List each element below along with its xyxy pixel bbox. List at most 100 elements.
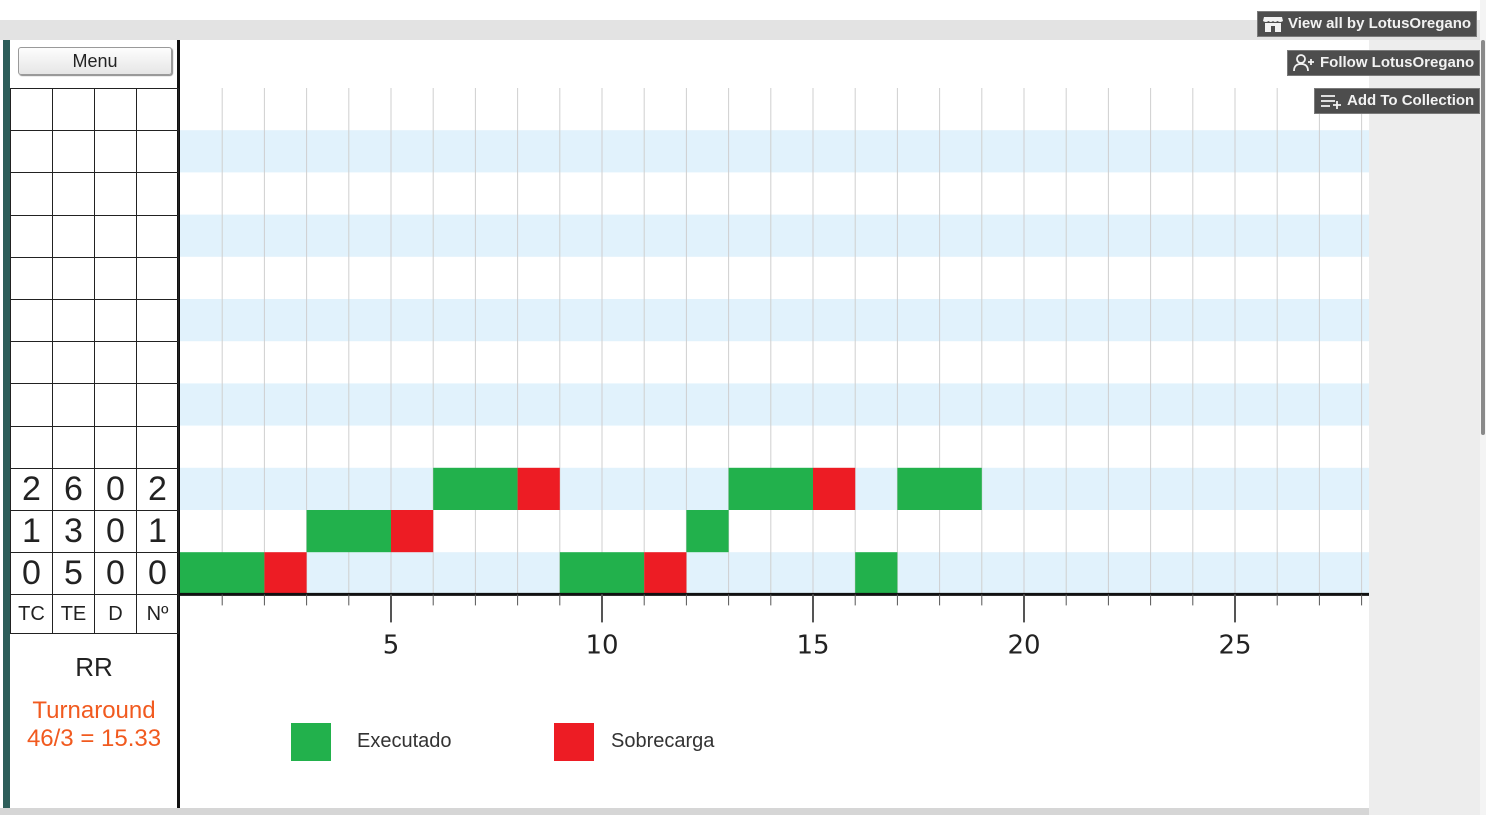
empty-cell bbox=[94, 299, 137, 343]
row-band bbox=[180, 214, 1369, 257]
empty-cell bbox=[10, 88, 53, 132]
table-cell: 0 bbox=[10, 552, 53, 596]
add-user-icon bbox=[1293, 54, 1314, 72]
overload-bar bbox=[813, 467, 856, 510]
row-band bbox=[180, 383, 1369, 426]
tick-label: 15 bbox=[796, 630, 829, 660]
table-cell: 6 bbox=[52, 467, 95, 511]
legend-executed-label: Executado bbox=[357, 730, 452, 752]
executed-bar bbox=[433, 467, 518, 510]
table-cell: 2 bbox=[136, 467, 179, 511]
table-cell: 0 bbox=[94, 467, 137, 511]
tick-label: 25 bbox=[1218, 630, 1251, 660]
empty-cell bbox=[52, 425, 95, 469]
x-axis: 5 10 15 20 25 bbox=[180, 592, 1369, 660]
table-cell: 0 bbox=[94, 552, 137, 596]
executed-bar bbox=[180, 552, 265, 595]
view-all-button[interactable]: View all by LotusOregano bbox=[1257, 11, 1478, 37]
bottom-bar bbox=[0, 808, 1369, 815]
algorithm-label: RR bbox=[75, 652, 113, 682]
executed-bar bbox=[559, 552, 645, 595]
row-band bbox=[180, 130, 1369, 173]
executed-bar bbox=[728, 467, 813, 510]
gantt-bars bbox=[180, 467, 982, 595]
empty-cell bbox=[136, 425, 179, 469]
empty-cell bbox=[10, 172, 53, 216]
empty-cell bbox=[136, 256, 179, 300]
add-collection-label: Add To Collection bbox=[1347, 92, 1475, 109]
executed-bar bbox=[897, 467, 982, 510]
empty-cell bbox=[136, 130, 179, 174]
empty-cell bbox=[94, 130, 137, 174]
executed-bar bbox=[855, 552, 898, 595]
row-band bbox=[180, 552, 1369, 595]
empty-cell bbox=[94, 88, 137, 132]
overload-bar bbox=[264, 552, 307, 595]
table-cell: 0 bbox=[94, 510, 137, 554]
follow-label: Follow LotusOregano bbox=[1320, 54, 1475, 71]
table-cell: 0 bbox=[136, 552, 179, 596]
table-cell: 5 bbox=[52, 552, 95, 596]
table-header-cell: D bbox=[94, 594, 137, 635]
tick-label: 10 bbox=[585, 630, 618, 660]
overload-bar bbox=[644, 552, 687, 595]
empty-cell bbox=[136, 383, 179, 427]
empty-cell bbox=[52, 256, 95, 300]
empty-cell bbox=[10, 214, 53, 258]
empty-cell bbox=[52, 130, 95, 174]
menu-button[interactable]: Menu bbox=[18, 47, 172, 75]
empty-cell bbox=[10, 341, 53, 385]
empty-cell bbox=[94, 214, 137, 258]
legend-executed-swatch bbox=[291, 723, 331, 761]
empty-cell bbox=[52, 214, 95, 258]
empty-cell bbox=[94, 425, 137, 469]
playlist-add-icon bbox=[1321, 95, 1341, 109]
empty-cell bbox=[10, 425, 53, 469]
legend-overload-label: Sobrecarga bbox=[611, 730, 715, 752]
top-bar bbox=[0, 20, 1486, 40]
store-icon bbox=[1263, 17, 1283, 32]
empty-cell bbox=[52, 299, 95, 343]
legend-overload-swatch bbox=[554, 723, 594, 761]
process-table: 2 6 0 2 1 3 0 1 0 5 0 0 TC TE D Nº bbox=[10, 88, 179, 635]
overload-bar bbox=[517, 467, 560, 510]
executed-bar bbox=[686, 510, 729, 553]
table-cell: 3 bbox=[52, 510, 95, 554]
empty-cell bbox=[10, 383, 53, 427]
empty-cell bbox=[94, 383, 137, 427]
table-header-cell: TC bbox=[10, 594, 53, 635]
left-border bbox=[3, 40, 10, 808]
empty-cell bbox=[52, 172, 95, 216]
follow-button[interactable]: Follow LotusOregano bbox=[1287, 50, 1481, 76]
empty-cell bbox=[52, 341, 95, 385]
turnaround-label: Turnaround bbox=[32, 697, 156, 724]
empty-cell bbox=[10, 130, 53, 174]
empty-cell bbox=[94, 256, 137, 300]
row-band bbox=[180, 299, 1369, 342]
table-cell: 1 bbox=[10, 510, 53, 554]
turnaround-value: 46/3 = 15.33 bbox=[26, 725, 162, 752]
empty-cell bbox=[52, 383, 95, 427]
empty-cell bbox=[136, 172, 179, 216]
overload-bar bbox=[391, 510, 434, 553]
empty-cell bbox=[10, 256, 53, 300]
table-cell: 2 bbox=[10, 467, 53, 511]
empty-cell bbox=[94, 341, 137, 385]
table-header-cell: Nº bbox=[136, 594, 179, 635]
executed-bar bbox=[306, 510, 391, 553]
right-panel bbox=[1369, 40, 1486, 815]
empty-cell bbox=[136, 88, 179, 132]
add-to-collection-button[interactable]: Add To Collection bbox=[1314, 88, 1481, 114]
view-all-label: View all by LotusOregano bbox=[1288, 15, 1472, 32]
tick-label: 5 bbox=[383, 630, 400, 660]
empty-cell bbox=[136, 299, 179, 343]
empty-cell bbox=[136, 341, 179, 385]
empty-cell bbox=[10, 299, 53, 343]
table-header-cell: TE bbox=[52, 594, 95, 635]
table-cell: 1 bbox=[136, 510, 179, 554]
scrollbar-thumb[interactable] bbox=[1481, 40, 1485, 435]
empty-cell bbox=[52, 88, 95, 132]
tick-label: 20 bbox=[1007, 630, 1040, 660]
empty-cell bbox=[136, 214, 179, 258]
